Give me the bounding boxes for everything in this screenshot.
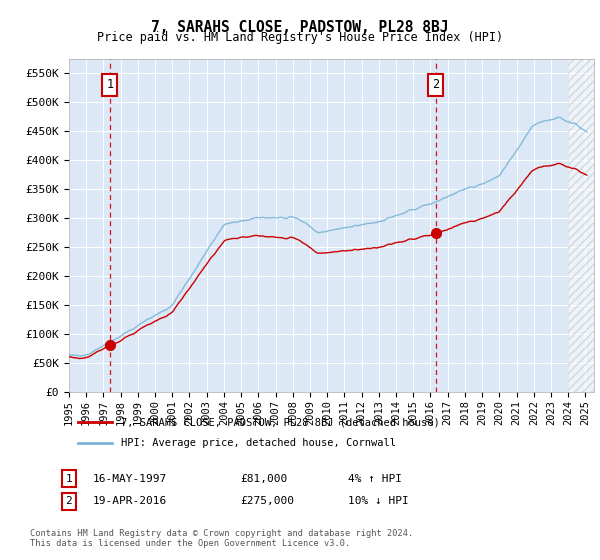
Text: £275,000: £275,000 — [240, 496, 294, 506]
Text: 7, SARAHS CLOSE, PADSTOW, PL28 8BJ: 7, SARAHS CLOSE, PADSTOW, PL28 8BJ — [151, 20, 449, 35]
Text: Contains HM Land Registry data © Crown copyright and database right 2024.
This d: Contains HM Land Registry data © Crown c… — [30, 529, 413, 548]
Text: 1: 1 — [106, 78, 113, 91]
Text: 10% ↓ HPI: 10% ↓ HPI — [348, 496, 409, 506]
Text: 4% ↑ HPI: 4% ↑ HPI — [348, 474, 402, 484]
Text: Price paid vs. HM Land Registry's House Price Index (HPI): Price paid vs. HM Land Registry's House … — [97, 31, 503, 44]
Text: 2: 2 — [432, 78, 439, 91]
Text: 2: 2 — [65, 496, 73, 506]
Text: 16-MAY-1997: 16-MAY-1997 — [93, 474, 167, 484]
Text: HPI: Average price, detached house, Cornwall: HPI: Average price, detached house, Corn… — [121, 438, 396, 448]
Bar — [568, 44, 594, 392]
Text: 7, SARAHS CLOSE, PADSTOW, PL28 8BJ (detached house): 7, SARAHS CLOSE, PADSTOW, PL28 8BJ (deta… — [121, 417, 440, 427]
Text: £81,000: £81,000 — [240, 474, 287, 484]
Text: 1: 1 — [65, 474, 73, 484]
Text: 19-APR-2016: 19-APR-2016 — [93, 496, 167, 506]
